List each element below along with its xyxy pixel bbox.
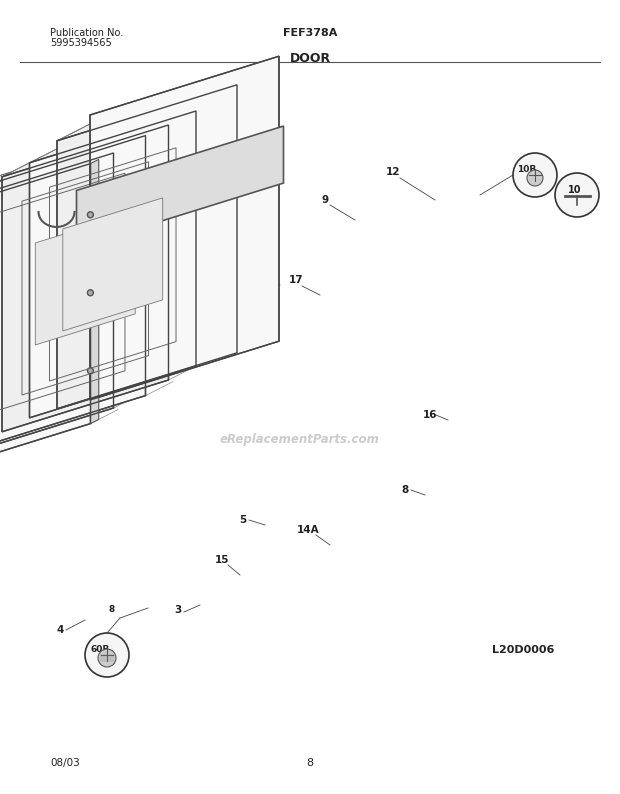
Text: 9: 9 (321, 195, 329, 205)
Polygon shape (90, 56, 279, 400)
Text: 5995394565: 5995394565 (50, 38, 112, 48)
Polygon shape (35, 212, 135, 345)
Text: 16: 16 (423, 410, 437, 420)
Circle shape (87, 368, 94, 374)
Text: FEF378A: FEF378A (283, 28, 337, 38)
Polygon shape (30, 93, 237, 163)
Circle shape (85, 633, 129, 677)
Text: 4: 4 (56, 625, 64, 635)
Polygon shape (76, 126, 283, 248)
Text: 5: 5 (239, 515, 247, 525)
Circle shape (87, 290, 94, 295)
Text: 8: 8 (109, 606, 115, 615)
Circle shape (98, 649, 116, 667)
Text: 10: 10 (569, 185, 582, 195)
Polygon shape (0, 164, 91, 477)
Polygon shape (57, 65, 279, 141)
Polygon shape (63, 198, 162, 331)
Polygon shape (0, 137, 146, 205)
Text: L20D0006: L20D0006 (492, 645, 554, 655)
Polygon shape (0, 123, 169, 189)
Text: 7: 7 (254, 265, 262, 275)
Polygon shape (30, 111, 196, 418)
Text: 14: 14 (156, 345, 171, 355)
Text: 6: 6 (203, 325, 211, 335)
Circle shape (513, 153, 557, 197)
Text: Publication No.: Publication No. (50, 28, 123, 38)
Text: 15: 15 (175, 305, 190, 315)
Text: 12: 12 (386, 167, 401, 177)
Polygon shape (91, 160, 99, 424)
Circle shape (87, 212, 94, 218)
Text: 08/03: 08/03 (50, 758, 80, 768)
Text: 60B: 60B (91, 645, 110, 653)
Text: 14A: 14A (297, 525, 319, 535)
Polygon shape (2, 111, 196, 177)
Text: eReplacementParts.com: eReplacementParts.com (220, 434, 380, 446)
Polygon shape (0, 136, 146, 449)
Circle shape (527, 170, 543, 186)
Polygon shape (0, 153, 113, 460)
Text: 52: 52 (91, 340, 105, 350)
Text: 15: 15 (215, 555, 229, 565)
Polygon shape (0, 151, 113, 217)
Text: DOOR: DOOR (290, 52, 330, 65)
Text: 39: 39 (46, 355, 60, 365)
Text: 8: 8 (401, 485, 409, 495)
Polygon shape (2, 125, 169, 432)
Polygon shape (57, 85, 237, 409)
Circle shape (555, 173, 599, 217)
Text: 17: 17 (289, 275, 303, 285)
Text: 10B: 10B (517, 165, 537, 175)
Text: 8: 8 (306, 758, 314, 768)
Text: 3: 3 (174, 605, 182, 615)
